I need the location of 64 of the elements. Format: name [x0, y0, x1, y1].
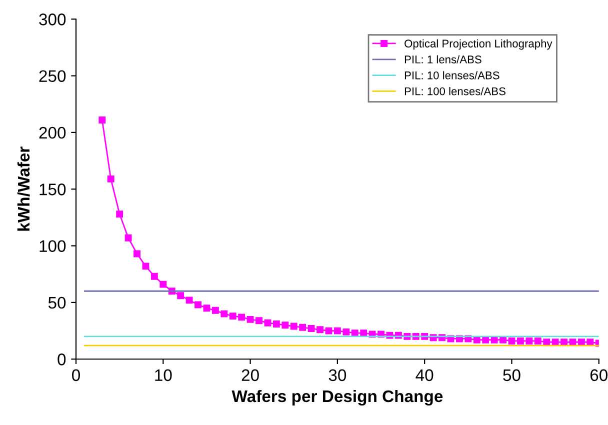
- x-axis-title: Wafers per Design Change: [232, 390, 443, 406]
- point: [325, 327, 332, 334]
- x-tick-label: 30: [328, 369, 346, 382]
- point: [290, 322, 298, 330]
- point: [272, 320, 280, 328]
- y-tick-label: 50: [48, 296, 66, 309]
- y-tick-label: 0: [58, 354, 66, 366]
- point: [134, 250, 140, 258]
- point: [177, 292, 184, 300]
- point: [342, 328, 350, 336]
- point: [482, 336, 490, 344]
- point: [124, 234, 132, 242]
- point: [586, 338, 594, 346]
- point: [334, 327, 341, 334]
- point: [98, 116, 106, 124]
- point: [508, 338, 516, 344]
- y-tick-label: 200: [39, 126, 66, 139]
- point: [212, 306, 219, 314]
- point: [560, 338, 568, 346]
- x-tick-label: 40: [416, 369, 434, 382]
- point: [351, 330, 358, 337]
- point: [150, 272, 158, 280]
- point: [526, 338, 533, 344]
- y-tick-label: 150: [40, 184, 66, 196]
- point: [194, 301, 202, 308]
- point: [299, 324, 306, 331]
- x-tick-label: 60: [590, 369, 608, 382]
- point: [246, 316, 254, 323]
- point: [220, 310, 228, 318]
- point: [534, 338, 542, 344]
- point: [107, 175, 114, 182]
- point: [569, 338, 576, 346]
- x-tick-label: 0: [72, 369, 80, 382]
- point: [264, 319, 272, 326]
- point: [142, 262, 150, 270]
- y-axis-title: kWh/Wafer: [17, 146, 30, 231]
- legend-label: PIL: 100 lenses/ABS: [404, 87, 506, 96]
- y-tick-label: 100: [40, 240, 66, 252]
- point: [282, 322, 289, 329]
- point: [238, 314, 246, 321]
- point: [516, 338, 524, 344]
- x-tick-label: 10: [155, 369, 172, 382]
- y-tick-label: 250: [39, 70, 66, 82]
- legend-label: PIL: 1 lens/ABS: [404, 55, 482, 64]
- point: [186, 296, 193, 304]
- point: [160, 280, 167, 288]
- point: [500, 336, 506, 344]
- point: [256, 317, 262, 324]
- point: [360, 330, 368, 337]
- legend-label: PIL: 10 lenses/ABS: [404, 71, 500, 80]
- point: [316, 326, 324, 334]
- y-tick-label: 300: [39, 14, 66, 26]
- point: [552, 338, 559, 346]
- point: [490, 336, 498, 344]
- point: [543, 338, 550, 346]
- point: [308, 325, 315, 332]
- x-tick-label: 20: [242, 369, 259, 382]
- x-tick-label: 50: [503, 369, 520, 382]
- point: [203, 304, 210, 312]
- point: [578, 338, 585, 346]
- point: [116, 210, 124, 218]
- legend-label: Optical Projection Lithography: [404, 39, 552, 50]
- point: [229, 312, 236, 320]
- point: [473, 336, 480, 344]
